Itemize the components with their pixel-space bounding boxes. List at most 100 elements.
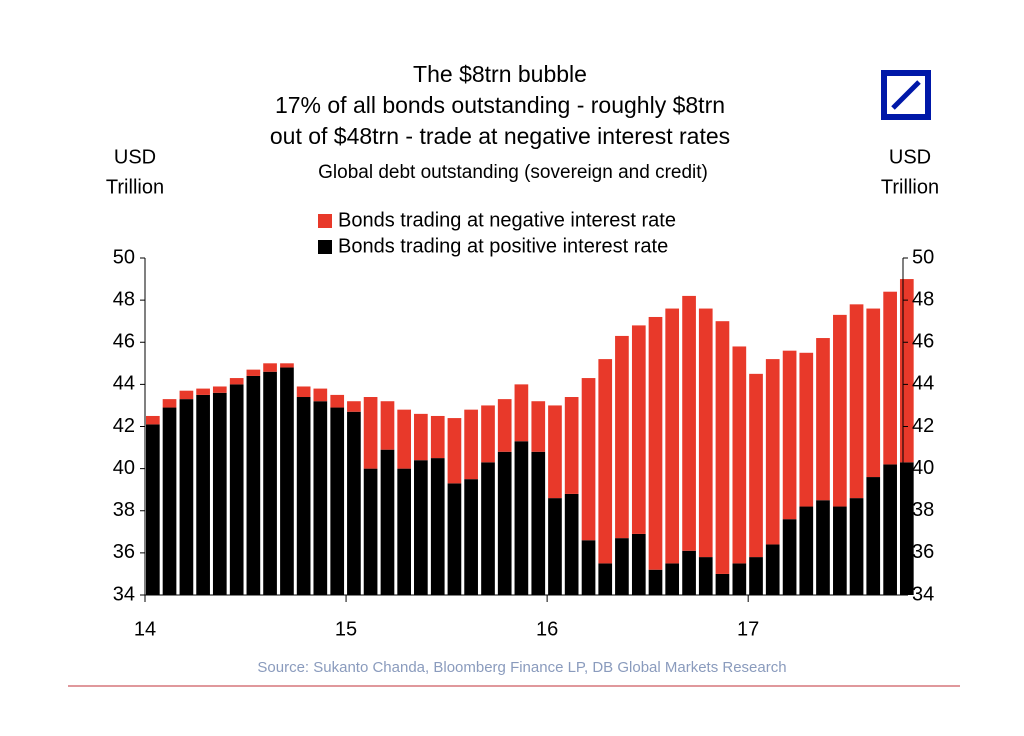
bar-segment	[564, 397, 579, 494]
bar-segment	[598, 563, 613, 595]
bar-segment	[246, 369, 261, 376]
bar-segment	[698, 308, 713, 558]
bar-segment	[514, 441, 529, 595]
bar-segment	[833, 506, 847, 595]
bar-segment	[715, 321, 730, 574]
bar-segment	[615, 538, 629, 595]
bar-segment	[212, 386, 227, 393]
bar-segment	[732, 563, 747, 595]
bar-segment	[296, 397, 311, 595]
bar-segment	[263, 371, 277, 595]
source: Source: Sukanto Chanda, Bloomberg Financ…	[257, 659, 786, 676]
bar-segment	[380, 449, 395, 595]
y-axis-label: Trillion	[106, 176, 164, 198]
bar-segment	[715, 573, 730, 595]
x-tick-label: 17	[737, 618, 759, 640]
bar-segment	[648, 569, 663, 595]
bar-segment	[548, 405, 562, 499]
bar-segment	[146, 424, 160, 595]
bar-segment	[631, 325, 646, 534]
bar-segment	[313, 388, 328, 402]
logo	[881, 70, 931, 120]
legend-label: Bonds trading at positive interest rate	[338, 235, 668, 257]
bar-segment	[430, 458, 445, 595]
bar-segment	[816, 338, 830, 501]
bar-segment	[162, 407, 177, 595]
y-tick-label: 42	[113, 415, 135, 437]
bar-segment	[497, 399, 512, 452]
bar-segment	[430, 415, 445, 459]
bar-segment	[146, 415, 160, 425]
bar-segment	[481, 462, 495, 595]
bar-segment	[581, 378, 596, 541]
y2-tick-label: 40	[912, 457, 934, 479]
bar-segment	[162, 399, 177, 408]
chart-title: out of $48trn - trade at negative intere…	[270, 123, 730, 149]
bar-segment	[866, 477, 881, 595]
y-tick-label: 40	[113, 457, 135, 479]
bar-segment	[849, 498, 864, 595]
bar-segment	[833, 314, 847, 507]
bar-segment	[280, 363, 294, 368]
bar-segment	[749, 557, 763, 595]
bar-segment	[179, 399, 194, 595]
y-tick-label: 36	[113, 541, 135, 563]
chart-subtitle: Global debt outstanding (sovereign and c…	[318, 162, 708, 183]
bar-segment	[765, 359, 780, 545]
bar-segment	[665, 308, 680, 564]
bar-segment	[380, 401, 395, 450]
legend-label: Bonds trading at negative interest rate	[338, 209, 676, 231]
bar-segment	[330, 394, 345, 408]
bar-segment	[648, 316, 663, 570]
chart-title: 17% of all bonds outstanding - roughly $…	[275, 92, 725, 118]
bar-segment	[414, 460, 428, 595]
bar-segment	[548, 498, 562, 595]
y2-axis-label: Trillion	[881, 176, 939, 198]
x-tick-label: 14	[134, 618, 156, 640]
y2-tick-label: 50	[912, 246, 934, 268]
bar-segment	[514, 384, 529, 442]
bar-segment	[246, 375, 261, 595]
bar-segment	[263, 363, 277, 372]
bar-segment	[497, 451, 512, 595]
y2-tick-label: 34	[912, 583, 934, 605]
y2-tick-label: 38	[912, 499, 934, 521]
bar-segment	[564, 493, 579, 595]
bar-segment	[464, 479, 478, 595]
bar-segment	[883, 291, 897, 465]
bar-segment	[799, 506, 814, 595]
bar-segment	[196, 394, 210, 595]
bar-segment	[883, 464, 897, 595]
y-tick-label: 46	[113, 331, 135, 353]
y2-tick-label: 44	[912, 373, 934, 395]
legend-swatch	[318, 214, 332, 228]
bar-segment	[665, 563, 680, 595]
bar-segment	[749, 373, 763, 558]
bar-segment	[347, 411, 361, 595]
x-tick-label: 16	[536, 618, 558, 640]
bar-segment	[464, 409, 478, 480]
y2-tick-label: 48	[912, 288, 934, 310]
bar-segment	[531, 451, 546, 595]
bar-segment	[179, 390, 194, 400]
y-tick-label: 50	[113, 246, 135, 268]
bar-segment	[481, 405, 495, 463]
legend-swatch	[318, 240, 332, 254]
bar-segment	[229, 378, 244, 385]
y2-tick-label: 36	[912, 541, 934, 563]
y-tick-label: 34	[113, 583, 135, 605]
y-tick-label: 38	[113, 499, 135, 521]
bar-segment	[363, 468, 378, 595]
bar-segment	[347, 401, 361, 412]
bar-segment	[782, 350, 797, 520]
bar-segment	[397, 409, 412, 469]
bar-segment	[330, 407, 345, 595]
bar-segment	[782, 519, 797, 595]
y-tick-label: 48	[113, 288, 135, 310]
bar-segment	[229, 384, 244, 595]
bar-segment	[816, 500, 830, 595]
bar-segment	[447, 483, 462, 595]
bar-segment	[531, 401, 546, 452]
y-tick-label: 44	[113, 373, 135, 395]
